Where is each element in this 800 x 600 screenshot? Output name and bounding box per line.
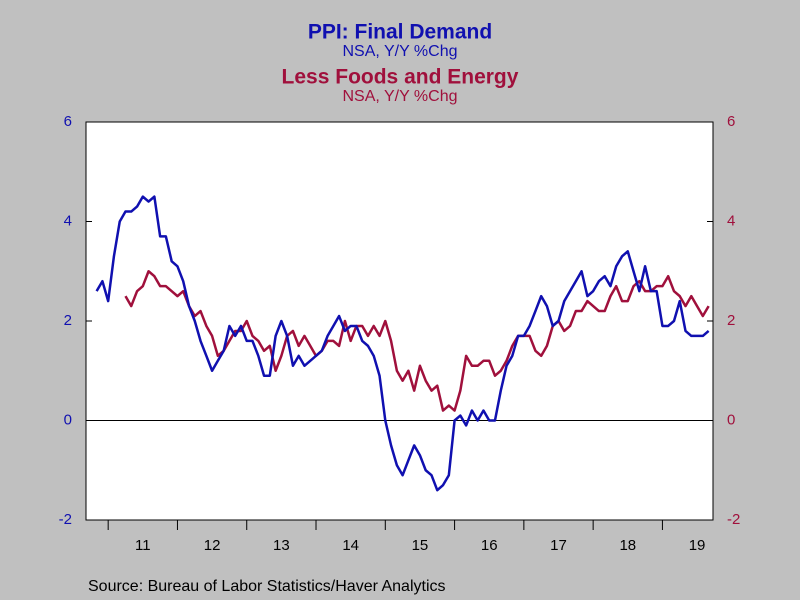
y2-tick-label: 2 [727,312,735,329]
series-title: Less Foods and Energy [282,66,519,89]
x-tick-label: 13 [273,537,290,554]
y2-tick-label: 0 [727,411,735,428]
y2-tick-label: 4 [727,212,735,229]
x-tick-label: 18 [619,537,636,554]
y2-tick-label: 6 [727,113,735,130]
y-tick-label: 6 [64,113,72,130]
x-tick-label: 19 [689,537,706,554]
x-tick-label: 12 [204,537,221,554]
y-tick-label: 0 [64,411,72,428]
series-subtitle: NSA, Y/Y %Chg [342,88,457,105]
y-tick-label: 4 [64,212,72,229]
series-title: PPI: Final Demand [308,21,492,44]
x-tick-label: 11 [135,537,151,554]
y-tick-label: -2 [59,511,72,528]
x-tick-label: 17 [550,537,567,554]
y-tick-label: 2 [64,312,72,329]
plot-area [85,121,714,521]
x-tick-label: 16 [481,537,498,554]
series-subtitle: NSA, Y/Y %Chg [342,43,457,60]
y2-tick-label: -2 [727,511,740,528]
source-note: Source: Bureau of Labor Statistics/Haver… [88,578,446,595]
x-tick-label: 15 [412,537,429,554]
series-line [95,195,710,492]
x-tick-label: 14 [342,537,359,554]
